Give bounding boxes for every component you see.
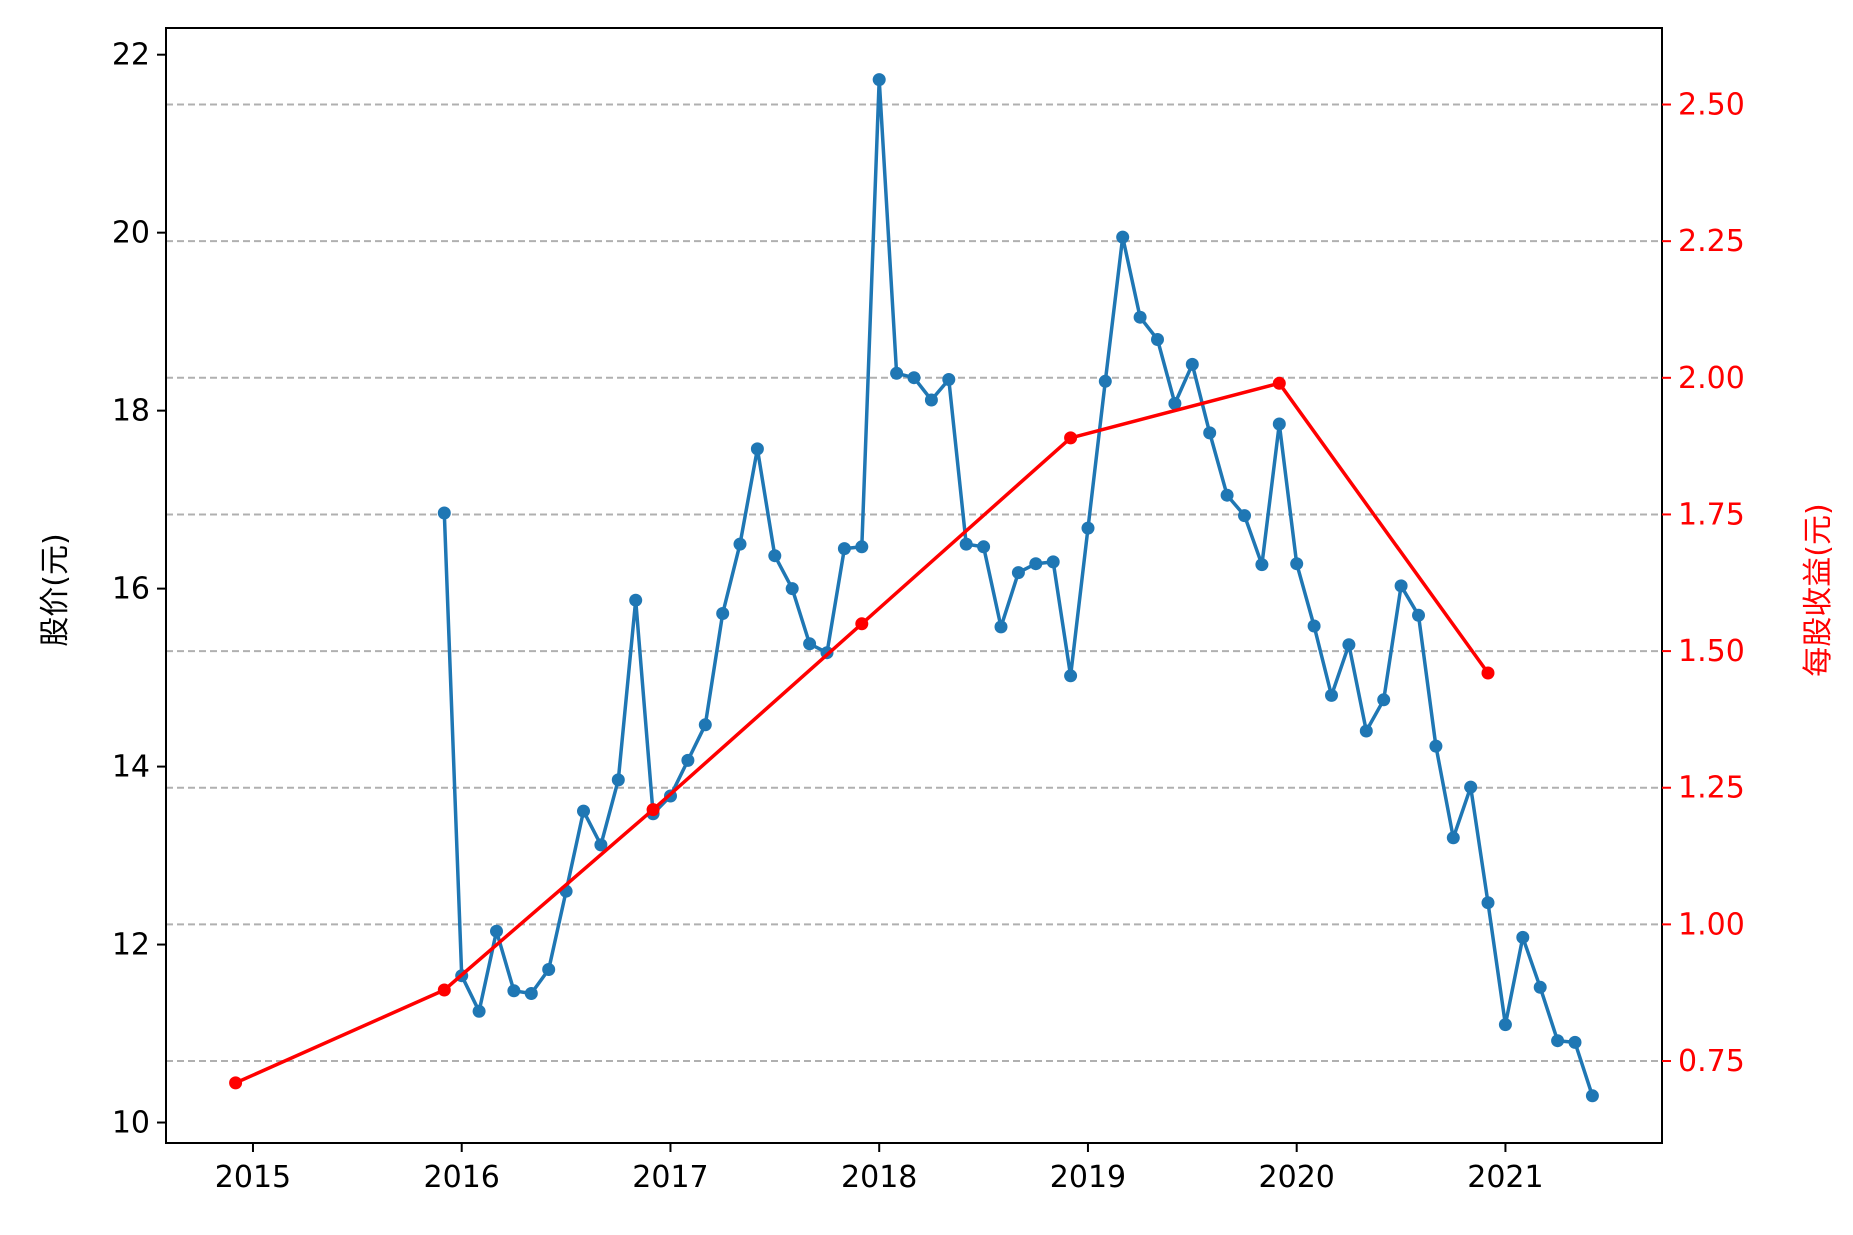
price-data-point xyxy=(1046,555,1060,569)
price-data-point xyxy=(1446,831,1460,845)
price-data-point xyxy=(768,549,782,563)
price-data-point xyxy=(1394,579,1408,593)
price-data-point xyxy=(1377,693,1391,707)
price-data-point xyxy=(611,773,625,787)
price-data-point xyxy=(1064,669,1078,683)
y-tick-label: 18 xyxy=(112,394,150,429)
price-data-point xyxy=(594,838,608,852)
y-tick-label: 20 xyxy=(112,216,150,251)
price-data-point xyxy=(750,442,764,456)
price-data-point xyxy=(1116,230,1130,244)
price-data-point xyxy=(1585,1089,1599,1103)
x-tick-label: 2015 xyxy=(215,1160,291,1195)
price-data-point xyxy=(472,1004,486,1018)
price-data-point xyxy=(1412,608,1425,622)
price-data-point xyxy=(1272,417,1286,431)
price-data-point xyxy=(698,718,712,732)
y-axis-label: 股价(元) xyxy=(38,533,73,646)
eps-data-point xyxy=(437,983,451,997)
price-data-point xyxy=(437,506,451,520)
price-data-point xyxy=(524,987,538,1000)
price-data-point xyxy=(1151,333,1164,346)
price-data-point xyxy=(1220,488,1234,502)
y2-tick-label: 2.50 xyxy=(1678,88,1745,123)
y-tick-label: 12 xyxy=(112,928,150,963)
y2-tick-label: 0.75 xyxy=(1678,1044,1745,1079)
price-data-point xyxy=(1342,638,1356,652)
eps-data-point xyxy=(1481,666,1495,680)
eps-data-point xyxy=(1272,376,1286,390)
price-data-point xyxy=(907,371,921,385)
y2-tick-label: 1.75 xyxy=(1678,497,1745,532)
y2-tick-label: 1.25 xyxy=(1678,771,1745,806)
series-layer xyxy=(229,73,1599,1103)
price-data-point xyxy=(1255,558,1269,572)
price-data-point xyxy=(1464,780,1478,794)
price-data-point xyxy=(942,373,956,386)
price-data-point xyxy=(1359,724,1373,738)
eps-data-point xyxy=(229,1076,243,1090)
price-data-point xyxy=(1516,930,1530,944)
x-tick-label: 2019 xyxy=(1050,1160,1126,1195)
price-data-point xyxy=(994,620,1008,634)
price-data-point xyxy=(890,366,904,380)
price-data-point xyxy=(1203,426,1217,440)
price-data-point xyxy=(855,540,869,554)
y-tick-label: 16 xyxy=(112,572,150,607)
y-tick-label: 10 xyxy=(112,1106,150,1141)
price-data-point xyxy=(872,73,886,87)
y2-tick-label: 2.25 xyxy=(1678,224,1745,259)
x-tick-label: 2016 xyxy=(424,1160,500,1195)
price-data-point xyxy=(1533,980,1547,994)
price-data-point xyxy=(1098,374,1112,388)
eps-data-point xyxy=(646,803,660,817)
price-data-point xyxy=(507,984,521,998)
x-tick-label: 2021 xyxy=(1467,1160,1543,1195)
price-data-point xyxy=(803,637,817,651)
grid xyxy=(166,103,1662,1063)
price-data-point xyxy=(733,537,747,551)
price-data-point xyxy=(1011,566,1025,580)
y2-axis-label: 每股收益(元) xyxy=(1801,503,1836,676)
price-data-point xyxy=(1307,619,1321,633)
price-data-point xyxy=(1551,1034,1565,1048)
axes: 2015 2016 2017 2018 2019 2020 2021 10 12 14 16 18 20… xyxy=(112,27,1745,1195)
price-data-point xyxy=(924,393,938,407)
price-data-point xyxy=(837,542,851,556)
price-data-point xyxy=(1290,557,1304,571)
plot-frame xyxy=(165,27,1663,1144)
price-data-point xyxy=(716,607,730,620)
y-tick-label: 22 xyxy=(112,38,150,73)
price-data-point xyxy=(977,540,991,554)
y2-tick-label: 1.00 xyxy=(1678,907,1745,942)
price-data-point xyxy=(1238,509,1251,523)
price-data-point xyxy=(577,804,590,818)
price-data-point xyxy=(629,593,643,607)
x-tick-label: 2017 xyxy=(632,1160,708,1195)
price-data-point xyxy=(1081,521,1095,535)
price-data-point xyxy=(1498,1018,1512,1032)
price-data-point xyxy=(542,963,556,976)
x-tick-label: 2020 xyxy=(1259,1160,1335,1195)
price-data-point xyxy=(1568,1035,1582,1049)
y-tick-label: 14 xyxy=(112,750,150,785)
price-data-point xyxy=(1029,557,1043,571)
price-data-point xyxy=(1185,357,1199,371)
price-data-point xyxy=(959,537,973,551)
x-tick-label: 2018 xyxy=(841,1160,917,1195)
price-data-point xyxy=(1133,310,1147,324)
price-data-point xyxy=(1325,688,1338,702)
eps-data-point xyxy=(1064,431,1078,445)
price-data-point xyxy=(490,924,503,938)
y2-tick-label: 1.50 xyxy=(1678,634,1745,669)
price-data-point xyxy=(1168,397,1182,410)
price-data-point xyxy=(681,753,695,767)
price-data-point xyxy=(1429,739,1443,753)
eps-data-point xyxy=(855,617,869,631)
price-data-point xyxy=(1481,896,1495,910)
price-data-point xyxy=(785,582,799,596)
y2-tick-label: 2.00 xyxy=(1678,361,1745,396)
